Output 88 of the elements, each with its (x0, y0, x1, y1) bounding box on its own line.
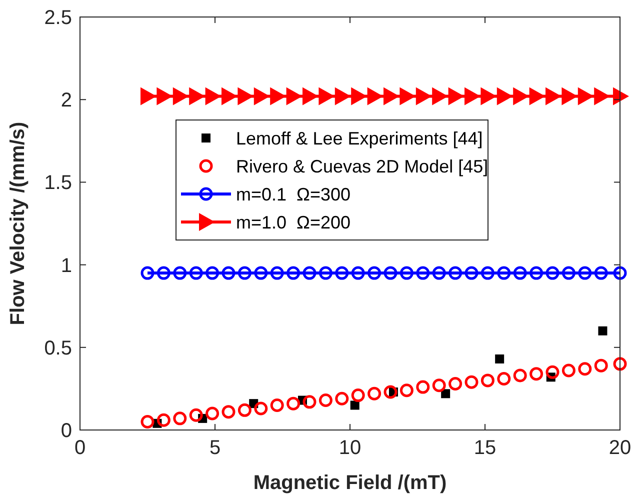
y-tick-label: 2 (60, 90, 72, 112)
point (432, 266, 446, 280)
point (464, 87, 480, 106)
point (400, 266, 414, 280)
legend-label: Lemoff & Lee Experiments [44] (236, 128, 483, 148)
point (238, 266, 252, 280)
point (384, 266, 398, 280)
y-tick-label: 0.5 (44, 337, 72, 360)
point (318, 394, 332, 408)
point (173, 266, 187, 280)
point (613, 266, 627, 280)
point (495, 354, 504, 364)
point (416, 266, 430, 280)
point (513, 266, 527, 280)
point (189, 408, 203, 422)
x-tick-label: 0 (74, 437, 86, 459)
x-tick-label: 20 (608, 437, 632, 459)
legend-label: Rivero & Cuevas 2D Model [45] (236, 156, 488, 176)
point (156, 266, 170, 280)
point (351, 266, 365, 280)
point (206, 406, 220, 420)
point (189, 266, 203, 280)
point (448, 376, 462, 390)
point (335, 266, 349, 280)
point (222, 405, 236, 419)
point (384, 87, 400, 106)
point (286, 266, 300, 280)
x-tick-label: 10 (338, 437, 362, 459)
x-axis-title: Magnetic Field /(mT) (253, 472, 447, 494)
point (578, 362, 592, 376)
point (416, 380, 430, 394)
point (206, 266, 220, 280)
legend-label: m=0.1 Ω=300 (236, 184, 351, 204)
point (368, 386, 382, 400)
point (270, 266, 284, 280)
point (546, 365, 560, 379)
y-tick-label: 2.5 (44, 7, 72, 29)
point (480, 374, 494, 388)
point (497, 266, 511, 280)
point (546, 87, 562, 106)
point (546, 266, 560, 280)
point (350, 400, 360, 410)
point (351, 388, 365, 402)
point (598, 326, 608, 336)
point (156, 413, 170, 427)
y-axis-title: Flow Velocity /(mm/s) (7, 122, 29, 326)
point (594, 266, 608, 280)
legend-label: m=1.0 Ω=200 (236, 212, 351, 232)
point (613, 357, 627, 371)
point (464, 375, 478, 389)
y-tick-label: 1.5 (44, 172, 72, 194)
point (562, 266, 576, 280)
point (302, 266, 316, 280)
point (432, 378, 446, 392)
point (384, 385, 398, 399)
x-tick-label: 15 (474, 437, 496, 459)
point (368, 266, 382, 280)
point (480, 266, 494, 280)
point (302, 87, 318, 106)
point (497, 372, 511, 386)
point (578, 266, 592, 280)
point (530, 266, 544, 280)
point (173, 412, 187, 426)
point (302, 395, 316, 409)
point (140, 414, 154, 428)
point (441, 389, 450, 398)
point (335, 392, 349, 406)
point (140, 266, 154, 280)
point (222, 87, 238, 106)
point (400, 384, 414, 398)
point (530, 367, 544, 381)
point (140, 87, 156, 106)
y-tick-label: 1 (60, 254, 72, 277)
point (238, 403, 252, 417)
x-tick-label: 5 (209, 437, 221, 459)
y-tick-label: 0 (60, 420, 72, 442)
point (222, 266, 236, 280)
point (318, 266, 332, 280)
point (562, 364, 576, 378)
point (613, 87, 629, 106)
point (464, 266, 478, 280)
point (513, 368, 527, 382)
point (254, 402, 268, 416)
point (254, 266, 268, 280)
point (594, 358, 608, 372)
point (448, 266, 462, 280)
point (270, 398, 284, 412)
point (286, 396, 300, 410)
